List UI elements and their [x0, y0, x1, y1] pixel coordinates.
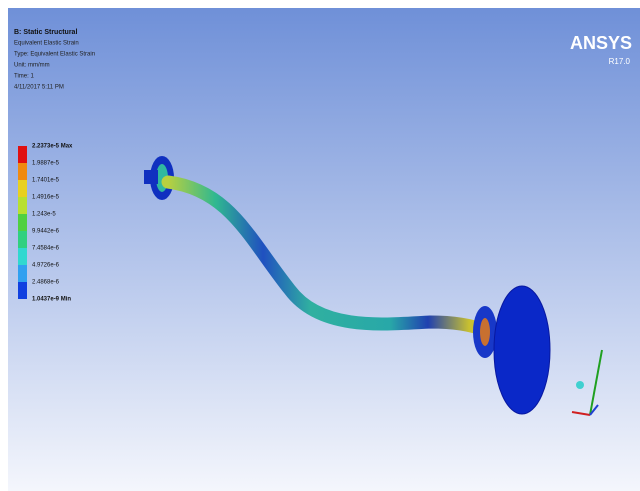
- screenshot: B: Static Structural Equivalent Elastic …: [0, 0, 640, 491]
- logo: ANSYS: [570, 33, 632, 53]
- legend-label: 9.9442e-6: [32, 229, 60, 235]
- legend-label: 4.9726e-6: [32, 263, 60, 269]
- legend-swatch: [18, 163, 27, 180]
- legend-label: 1.7401e-5: [32, 178, 60, 184]
- result-info: Equivalent Elastic Strain: [14, 41, 79, 47]
- legend-swatch: [18, 248, 27, 265]
- legend-swatch: [18, 180, 27, 197]
- legend-label: 7.4584e-6: [32, 246, 60, 252]
- right-hub: [480, 318, 490, 346]
- result-info: Type: Equivalent Elastic Strain: [14, 52, 95, 58]
- legend-label: 2.4868e-6: [32, 280, 60, 286]
- legend-label: 1.243e-5: [32, 212, 56, 218]
- legend-swatch: [18, 214, 27, 231]
- background: [8, 8, 640, 491]
- legend-swatch: [18, 265, 27, 282]
- iso-ball: [576, 381, 584, 389]
- result-info: Unit: mm/mm: [14, 63, 50, 69]
- result-info: 4/11/2017 5:11 PM: [14, 85, 64, 91]
- version: R17.0: [609, 57, 631, 66]
- legend-label: 1.4916e-5: [32, 195, 60, 201]
- legend-swatch: [18, 231, 27, 248]
- legend-label: 2.2373e-5 Max: [32, 144, 73, 150]
- viewport: B: Static Structural Equivalent Elastic …: [0, 0, 640, 491]
- result-info: Time: 1: [14, 74, 34, 80]
- legend-swatch: [18, 197, 27, 214]
- legend-label: 1.9887e-5: [32, 161, 60, 167]
- legend-label: 1.0437e-9 Min: [32, 297, 71, 303]
- result-title: B: Static Structural: [14, 29, 77, 36]
- end-disk: [494, 286, 550, 414]
- legend-swatch: [18, 146, 27, 163]
- left-stub: [144, 170, 158, 184]
- legend-swatch: [18, 282, 27, 299]
